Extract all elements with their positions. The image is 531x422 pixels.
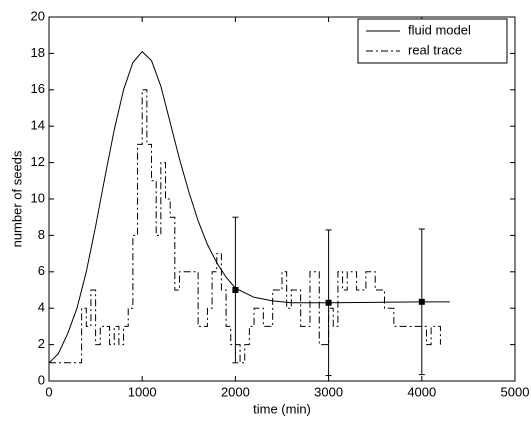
y-tick-label: 2 <box>38 336 45 351</box>
y-tick-label: 10 <box>31 190 45 205</box>
x-tick-label: 2000 <box>221 384 250 399</box>
legend-box <box>357 18 508 64</box>
y-tick-label: 6 <box>38 263 45 278</box>
series-line <box>48 50 450 364</box>
series-line <box>49 89 441 364</box>
x-axis-label: time (min) <box>253 401 311 416</box>
error-point <box>232 287 239 293</box>
y-tick-label: 16 <box>31 81 45 96</box>
y-tick-label: 4 <box>38 300 45 315</box>
x-tick-label: 0 <box>45 384 52 399</box>
y-tick-label: 20 <box>31 8 45 23</box>
y-tick-label: 18 <box>31 45 45 60</box>
y-tick-label: 8 <box>38 227 45 242</box>
y-tick-label: 14 <box>31 118 45 133</box>
x-tick-label: 5000 <box>501 384 530 399</box>
x-tick-label: 1000 <box>128 384 157 399</box>
error-point <box>418 298 425 305</box>
x-tick-label: 4000 <box>407 384 436 399</box>
y-tick-label: 0 <box>38 372 45 387</box>
x-tick-label: 3000 <box>314 384 343 399</box>
y-tick-label: 12 <box>31 154 45 169</box>
legend-label: fluid model <box>408 22 471 37</box>
y-axis-label: number of seeds <box>9 150 24 247</box>
error-point <box>325 299 332 306</box>
legend-label: real trace <box>408 42 462 57</box>
